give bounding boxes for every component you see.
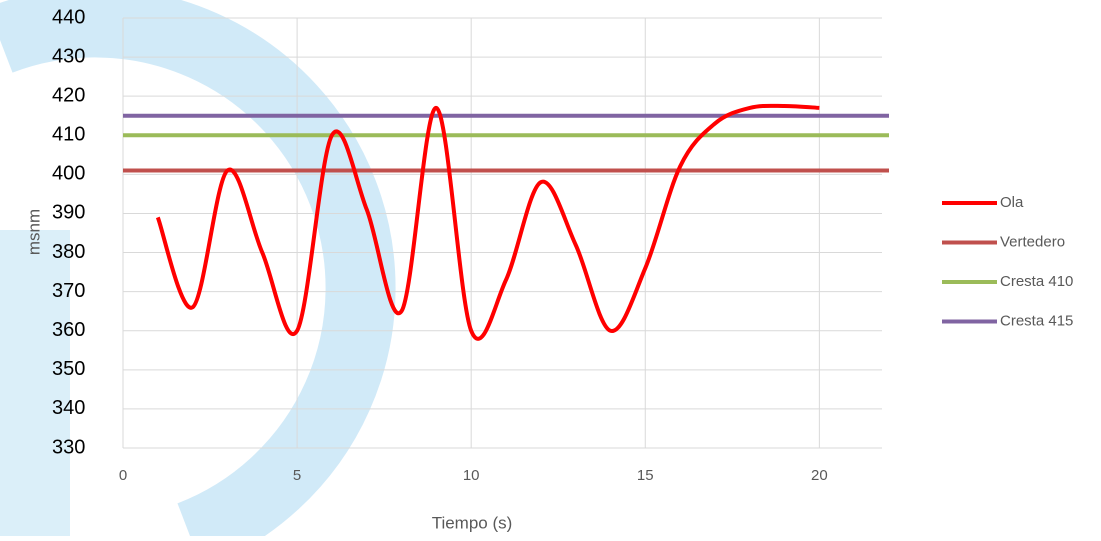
y-tick-label: 420 — [52, 84, 85, 106]
x-tick-label: 15 — [637, 467, 654, 484]
legend-label: Ola — [1000, 194, 1024, 211]
y-axis-label: msnm — [24, 209, 43, 255]
y-tick-label: 350 — [52, 358, 85, 380]
y-tick-label: 410 — [52, 124, 85, 146]
y-tick-label: 330 — [52, 436, 85, 458]
y-tick-label: 370 — [52, 280, 85, 302]
y-tick-label: 400 — [52, 163, 85, 185]
x-tick-label: 10 — [463, 467, 480, 484]
line-series — [155, 103, 820, 341]
y-tick-label: 430 — [52, 45, 85, 67]
legend-label: Vertedero — [1000, 233, 1065, 250]
y-tick-label: 440 — [52, 6, 85, 28]
y-tick-label: 360 — [52, 319, 85, 341]
x-tick-label: 0 — [119, 467, 127, 484]
x-axis-label: Tiempo (s) — [432, 513, 513, 532]
y-tick-label: 390 — [52, 202, 85, 224]
y-tick-label: 340 — [52, 397, 85, 419]
watermark — [0, 0, 396, 541]
legend-label: Cresta 410 — [1000, 273, 1073, 290]
x-tick-label: 20 — [811, 467, 828, 484]
y-tick-label: 380 — [52, 241, 85, 263]
legend-label: Cresta 415 — [1000, 312, 1073, 329]
x-tick-label: 5 — [293, 467, 301, 484]
